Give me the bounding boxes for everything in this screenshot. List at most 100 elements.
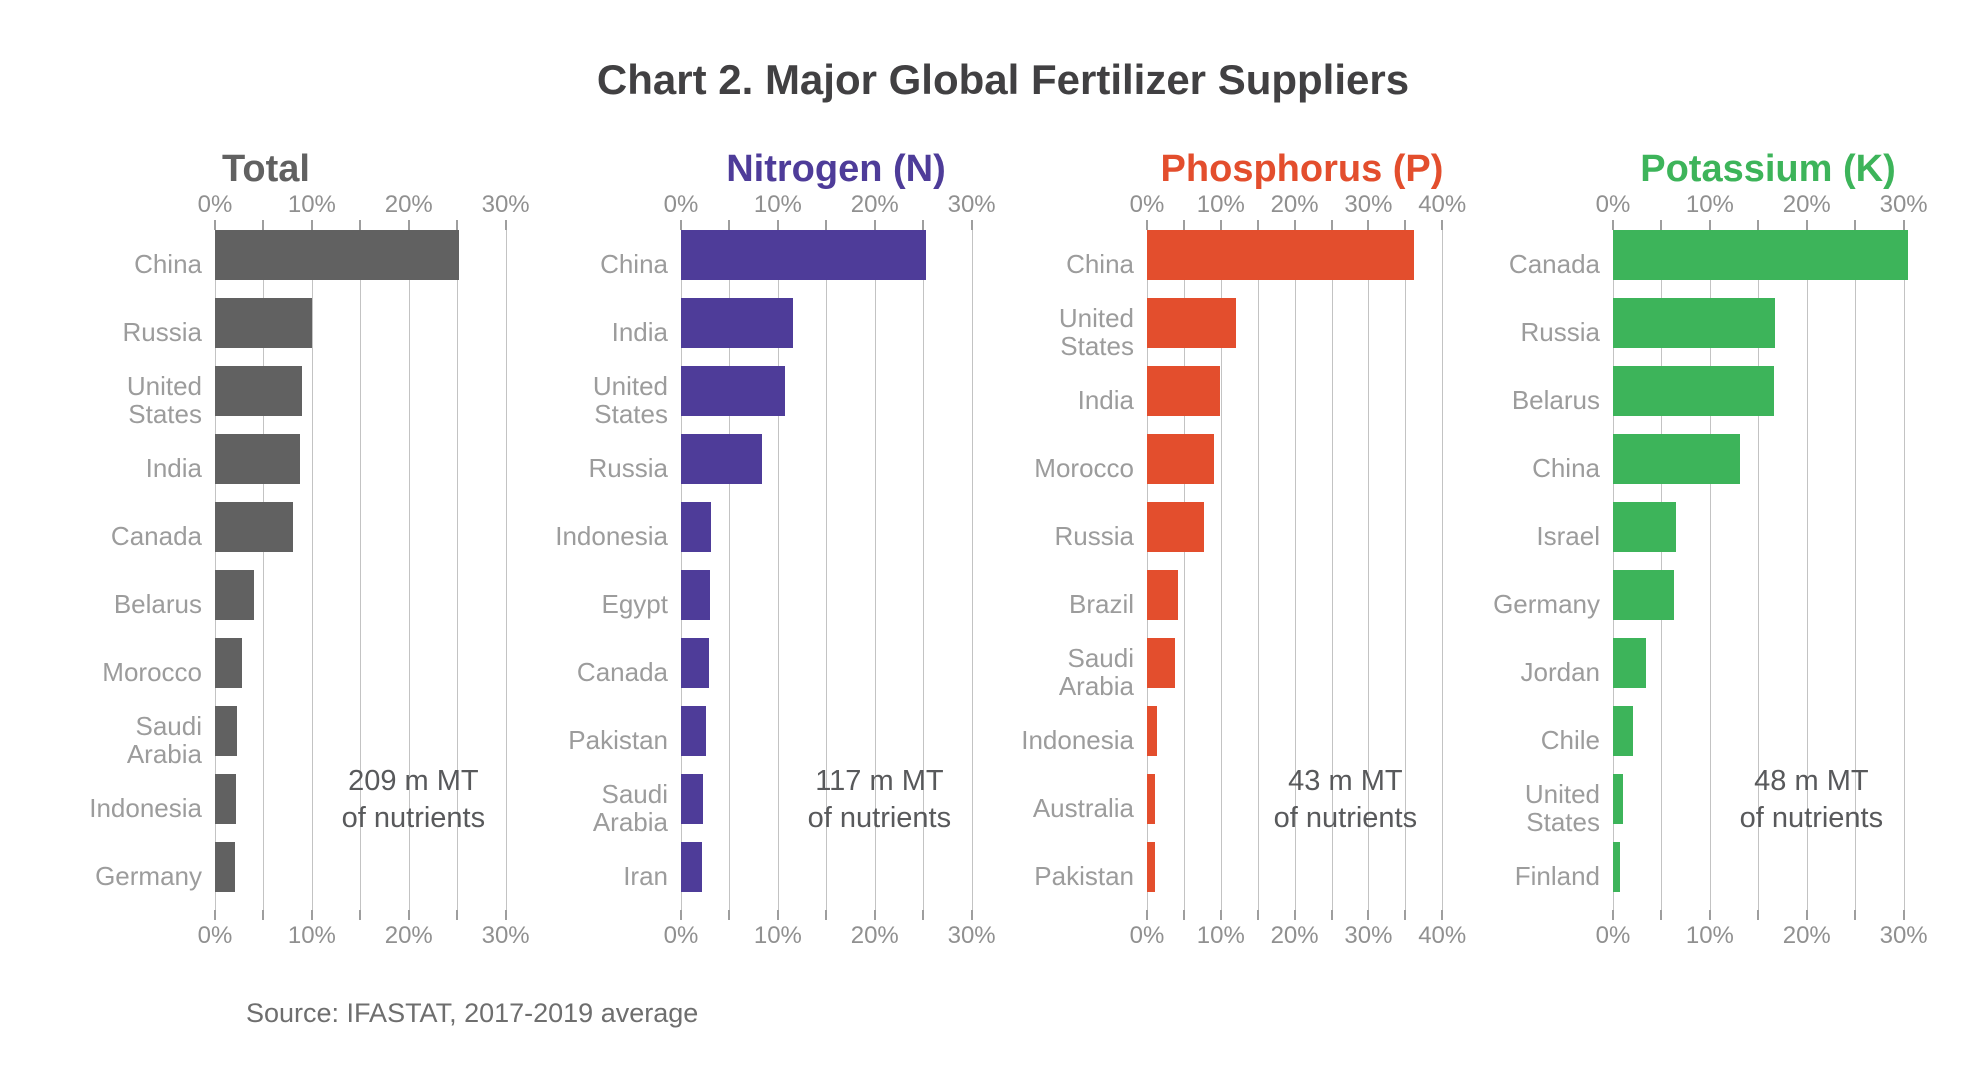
x-axis-bottom-phosphorus-p: 0% 10% 20% 30% 40% [1130, 910, 1466, 950]
annotation-line: 209 m MT [348, 765, 479, 797]
annotation-line: 48 m MT [1754, 765, 1869, 797]
category-label-united-states: United States [592, 371, 668, 429]
plot-area-nitrogen-n: 117 m MT of nutrients [681, 230, 991, 910]
gridline [408, 230, 410, 910]
axis-tick [1367, 220, 1370, 230]
plot-area-total: 209 m MT of nutrients [215, 230, 525, 910]
bar-nitrogen-n-indonesia [681, 502, 712, 552]
axis-tick [1330, 910, 1333, 920]
gridline [505, 230, 507, 910]
axis-tick [1293, 220, 1296, 230]
annotation-line: of nutrients [341, 802, 486, 834]
category-label-brazil: Brazil [1068, 589, 1134, 619]
bar-nitrogen-n-iran [681, 842, 703, 892]
axis-tick [1708, 910, 1711, 920]
axis-tick [922, 220, 925, 230]
category-label-china: China [1066, 249, 1134, 279]
category-labels-phosphorus-p: China United States India Morocco Russia Braz… [1017, 230, 1147, 910]
bar-potassium-k-jordan [1613, 638, 1646, 688]
axis-tick [1612, 910, 1614, 920]
axis-tick [1146, 220, 1148, 230]
axis-tick [504, 220, 507, 230]
panels-row: Total 0% 10% 20% 30% China Russia United States… [0, 150, 1966, 950]
bar-phosphorus-p-morocco [1147, 434, 1215, 484]
axis-tick-label: 30% [481, 191, 530, 218]
panel-title-nitrogen-n: Nitrogen (N) [726, 148, 946, 190]
axis-tick-label: 30% [481, 922, 530, 949]
bar-nitrogen-n-russia [681, 434, 763, 484]
axis-tick [359, 910, 362, 920]
gridline [1183, 230, 1185, 910]
axis-tick [1805, 220, 1808, 230]
panel-total: Total 0% 10% 20% 30% China Russia United States… [85, 150, 529, 950]
chart-body-potassium-k: Canada Russia Belarus China Israel Germany Jor… [1483, 230, 1923, 910]
axis-tick-label: 20% [384, 922, 433, 949]
axis-tick [680, 910, 682, 920]
annotation-nitrogen-n: 117 m MT of nutrients [808, 763, 951, 837]
bar-total-indonesia [215, 774, 237, 824]
bar-potassium-k-china [1613, 434, 1740, 484]
category-labels-potassium-k: Canada Russia Belarus China Israel Germany Jor… [1483, 230, 1613, 910]
axis-tick-label: 30% [1344, 922, 1393, 949]
panel-phosphorus-p: Phosphorus (P) 0% 10% 20% 30% 40% China United … [1017, 150, 1466, 950]
bar-total-united-states [215, 366, 303, 416]
gridline [874, 230, 876, 910]
axis-tick [1330, 220, 1333, 230]
bar-total-china [215, 230, 460, 280]
axis-tick [310, 910, 313, 920]
axis-tick [1146, 910, 1148, 920]
bar-phosphorus-p-united-states [1147, 298, 1236, 348]
category-label-indonesia: Indonesia [555, 521, 668, 551]
bar-nitrogen-n-china [681, 230, 927, 280]
bar-total-india [215, 434, 301, 484]
category-label-saudi-arabia: Saudi Arabia [126, 711, 202, 769]
annotation-line: of nutrients [807, 802, 952, 834]
annotation-total: 209 m MT of nutrients [342, 763, 485, 837]
gridline [311, 230, 313, 910]
bar-potassium-k-finland [1613, 842, 1620, 892]
chart-body-total: China Russia United States India Canada Belar… [85, 230, 525, 910]
bar-phosphorus-p-australia [1147, 774, 1156, 824]
category-label-russia: Russia [122, 317, 202, 347]
category-label-russia: Russia [1520, 317, 1600, 347]
axis-tick-label: 20% [850, 191, 899, 218]
plot-area-potassium-k: 48 m MT of nutrients [1613, 230, 1923, 910]
axis-tick [214, 910, 216, 920]
axis-tick-label: 30% [1344, 191, 1393, 218]
axis-tick-label: 20% [1782, 191, 1831, 218]
axis-tick [1219, 910, 1222, 920]
gridline [777, 230, 779, 910]
axis-tick [1219, 220, 1222, 230]
category-label-belarus: Belarus [113, 589, 202, 619]
gridline [1442, 230, 1444, 910]
gridline [971, 230, 973, 910]
annotation-line: of nutrients [1739, 802, 1884, 834]
category-label-belarus: Belarus [1511, 385, 1600, 415]
gridline [1257, 230, 1259, 910]
axis-tick-label: 30% [947, 191, 996, 218]
panel-title-potassium-k: Potassium (K) [1640, 148, 1896, 190]
category-label-chile: Chile [1540, 725, 1600, 755]
category-label-iran: Iran [623, 861, 668, 891]
gridline [826, 230, 828, 910]
axis-tick-label: 10% [1196, 191, 1245, 218]
gridline [1806, 230, 1808, 910]
axis-tick-label: 0% [1129, 922, 1165, 949]
gridline [1294, 230, 1296, 910]
axis-tick-label: 10% [287, 191, 336, 218]
axis-tick [262, 910, 265, 920]
gridline [1331, 230, 1333, 910]
gridline [729, 230, 731, 910]
axis-tick [1256, 910, 1259, 920]
axis-tick [970, 220, 973, 230]
axis-tick-label: 0% [197, 922, 233, 949]
axis-tick [825, 220, 828, 230]
axis-tick [776, 910, 779, 920]
axis-tick [1612, 220, 1614, 230]
axis-tick [262, 220, 265, 230]
category-label-china: China [600, 249, 668, 279]
bar-nitrogen-n-pakistan [681, 706, 707, 756]
axis-tick [1854, 910, 1857, 920]
axis-tick [1182, 220, 1185, 230]
axis-tick [1256, 220, 1259, 230]
